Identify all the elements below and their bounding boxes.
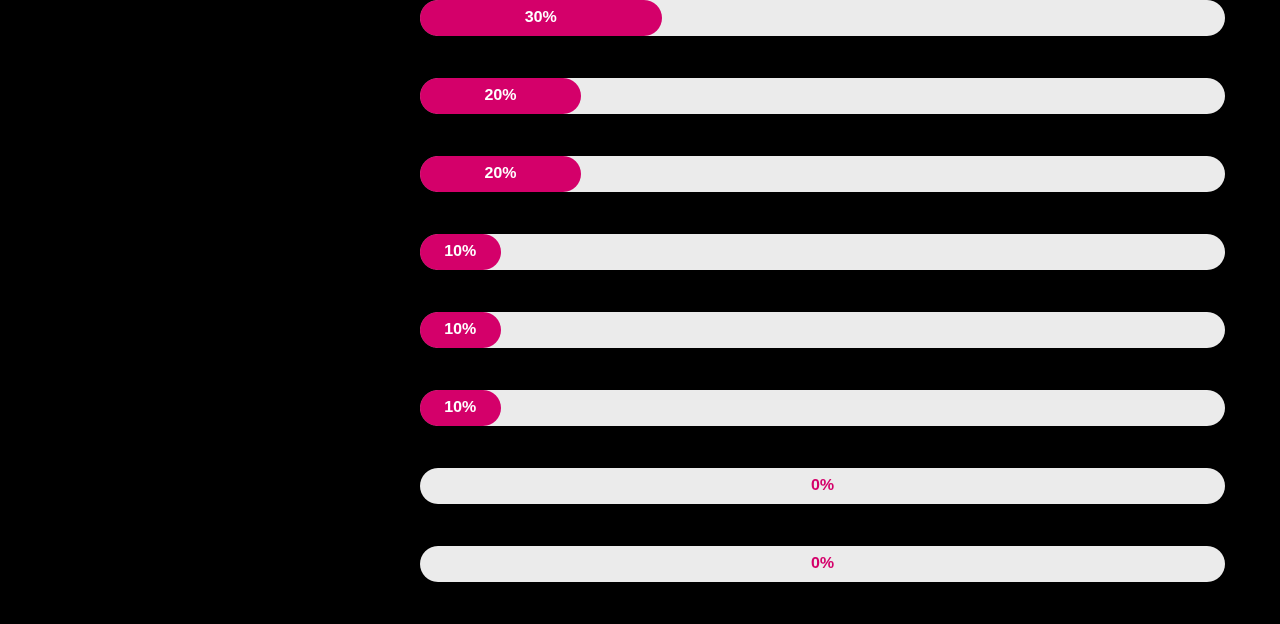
bar-value-label: 20% [484, 87, 516, 105]
bar-track [420, 312, 1225, 348]
bar-track [420, 234, 1225, 270]
bar-row: 0% [420, 546, 1225, 582]
bar-row: 10% [420, 234, 1225, 270]
bar-row: 10% [420, 312, 1225, 348]
bar-value-label: 10% [444, 243, 476, 261]
bar-track [420, 390, 1225, 426]
bar-row: 30% [420, 0, 1225, 36]
bar-value-label: 10% [444, 321, 476, 339]
bar-chart: 30% 20% 20% 10% 10% 10% 0% [420, 0, 1225, 624]
bar-row: 20% [420, 156, 1225, 192]
bar-fill: 30% [420, 0, 662, 36]
bar-fill: 20% [420, 156, 581, 192]
bar-value-label: 30% [525, 9, 557, 27]
bar-row: 0% [420, 468, 1225, 504]
bar-value-label: 0% [420, 546, 1225, 582]
bar-row: 20% [420, 78, 1225, 114]
bar-fill: 20% [420, 78, 581, 114]
bar-fill: 10% [420, 234, 501, 270]
bar-value-label: 20% [484, 165, 516, 183]
bar-fill: 10% [420, 390, 501, 426]
bar-value-label: 10% [444, 399, 476, 417]
bar-value-label: 0% [420, 468, 1225, 504]
bar-fill: 10% [420, 312, 501, 348]
bar-row: 10% [420, 390, 1225, 426]
